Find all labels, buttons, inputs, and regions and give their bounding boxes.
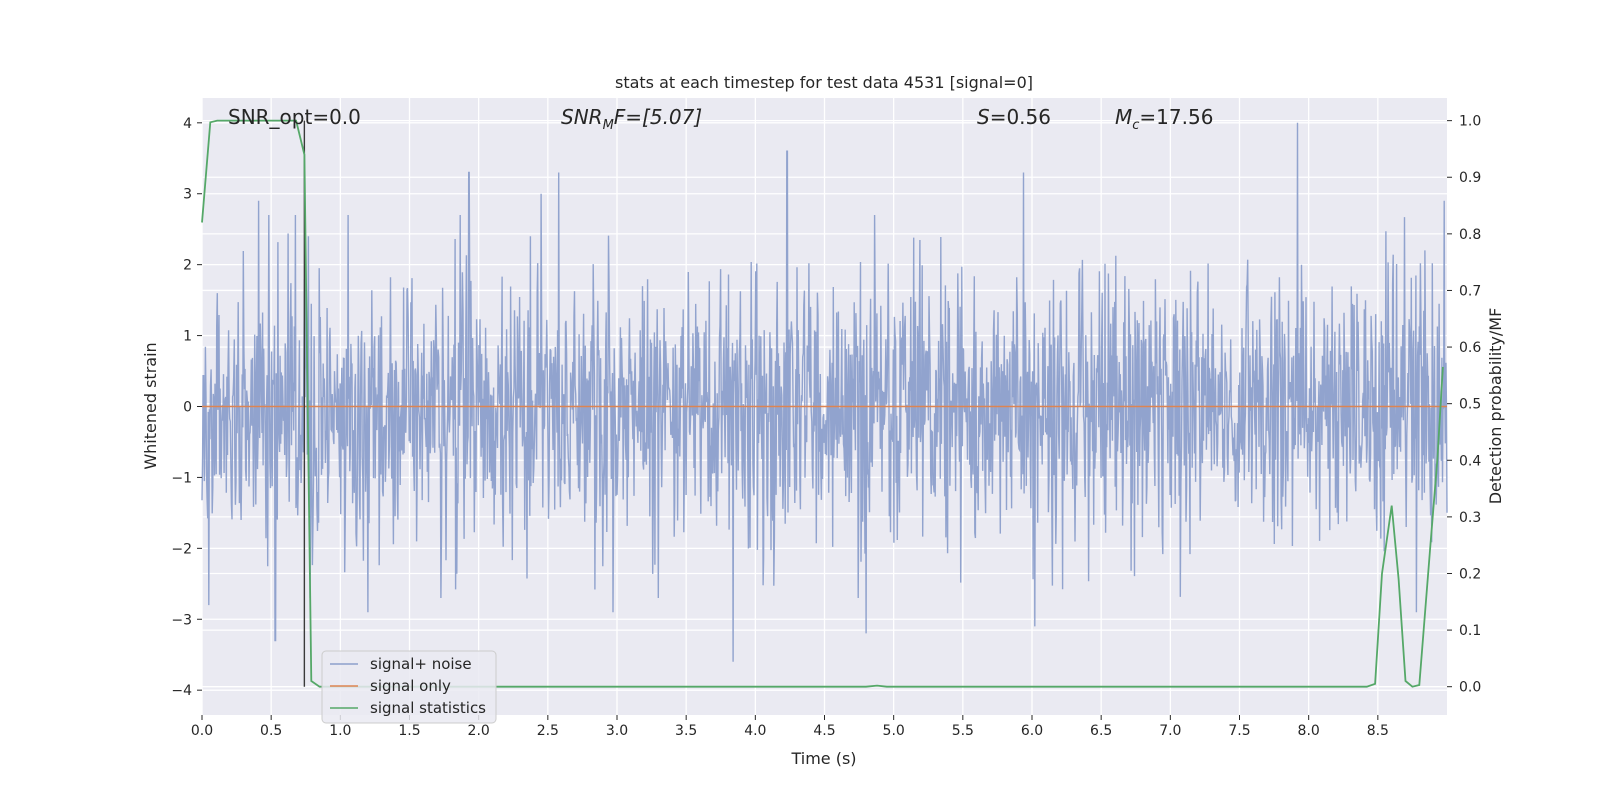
x-tick-label: 1.5 [398,723,420,739]
annotation-mc-rest: =17.56 [1139,105,1213,129]
legend: signal+ noise signal only signal statist… [321,650,497,724]
y-tick-label-right: 0.0 [1459,680,1481,696]
legend-label-signal-only: signal only [370,677,451,695]
annotation-snr-mf-sub: M [603,118,614,133]
x-tick-label: 4.0 [744,723,766,739]
legend-box [321,650,497,724]
annotation-s-base: S [977,105,990,129]
y-tick-label-left: −3 [171,612,192,628]
y-tick-label-left: 2 [183,258,192,274]
signal-noise-line [201,122,1448,662]
x-tick-label: 5.5 [952,723,974,739]
annotation-snr-mf-base: SNR [561,105,603,129]
y-tick-label-left: −4 [171,683,192,699]
x-tick-label: 8.0 [1298,723,1320,739]
annotation-s: S=0.56 [977,105,1051,129]
x-tick-label: 6.5 [1090,723,1112,739]
x-tick-label: 7.0 [1159,723,1181,739]
y-tick-label-left: 0 [183,400,192,416]
signal-noise-series [201,122,1448,662]
legend-label-signal-noise: signal+ noise [370,655,472,673]
y-tick-label-right: 0.7 [1459,283,1481,299]
y-tick-label-left: 3 [183,187,192,203]
x-tick-label: 7.5 [1228,723,1250,739]
y-tick-label-right: 0.8 [1459,227,1481,243]
y-tick-label-left: 1 [183,329,192,345]
x-tick-label: 8.5 [1367,723,1389,739]
annotation-mc: Mc=17.56 [1115,105,1213,133]
y-axis-left-label: Whitened strain [141,342,160,469]
x-tick-label: 2.0 [468,723,490,739]
y-tick-label-left: −1 [171,470,192,486]
x-tick-label: 4.5 [813,723,835,739]
y-tick-label-right: 0.2 [1459,566,1481,582]
y-tick-label-right: 1.0 [1459,114,1481,130]
x-tick-label: 3.5 [675,723,697,739]
y-tick-label-right: 0.5 [1459,397,1481,413]
tick-layer: 0.0 0.5 1.0 1.5 2.0 2.5 3.0 3.5 4.0 4.5 5.0 5.5 6.0 6… [171,114,1481,739]
y-tick-label-left: −2 [171,541,192,557]
x-tick-label: 2.5 [537,723,559,739]
x-tick-label: 6.0 [1021,723,1043,739]
signal-statistics-line [201,119,1444,688]
chart-title: stats at each timestep for test data 453… [615,73,1033,92]
annotation-snr-mf: SNRMF=[5.07] [561,105,702,133]
annotation-snr-mf-rest: F=[5.07] [614,105,702,129]
y-axis-right-label: Detection probability/MF [1486,308,1505,505]
annotation-mc-base: M [1115,105,1132,129]
x-axis-label: Time (s) [790,749,856,768]
x-tick-label: 0.0 [191,723,213,739]
annotation-s-rest: =0.56 [990,105,1051,129]
x-tick-label: 5.0 [883,723,905,739]
y-tick-label-right: 0.3 [1459,510,1481,526]
annotation-snr-opt: SNR_opt=0.0 [228,105,361,129]
annotation-mc-sub: c [1132,118,1139,133]
y-tick-label-left: 4 [183,116,192,132]
y-tick-label-right: 0.4 [1459,453,1481,469]
legend-label-signal-statistics: signal statistics [370,699,486,717]
y-tick-label-right: 0.9 [1459,170,1481,186]
y-tick-label-right: 0.6 [1459,340,1481,356]
y-tick-label-right: 0.1 [1459,623,1481,639]
x-tick-label: 0.5 [260,723,282,739]
x-tick-label: 1.0 [329,723,351,739]
signal-statistics-series [201,119,1444,688]
x-tick-label: 3.0 [606,723,628,739]
